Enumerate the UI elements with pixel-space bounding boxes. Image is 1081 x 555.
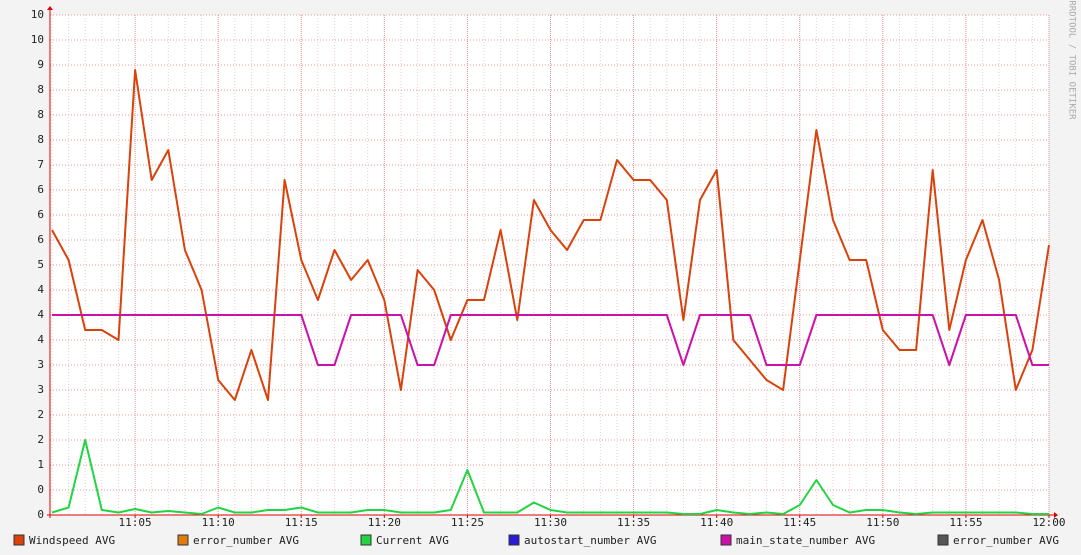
y-tick-label: 4 — [37, 283, 44, 296]
x-tick-label: 11:40 — [700, 516, 733, 529]
y-tick-label: 1 — [37, 458, 44, 471]
legend-swatch — [720, 534, 732, 546]
y-tick-label: 2 — [37, 433, 44, 446]
legend-swatch — [937, 534, 949, 546]
y-tick-label: 10 — [31, 33, 44, 46]
x-tick-label: 11:45 — [783, 516, 816, 529]
series-line — [51, 439, 1049, 515]
y-tick-label: 3 — [37, 383, 44, 396]
legend-label: error_number AVG — [953, 534, 1059, 547]
y-tick-label: 6 — [37, 183, 44, 196]
y-tick-label: 6 — [37, 233, 44, 246]
axis-arrow — [47, 6, 53, 10]
x-tick-label: 11:10 — [202, 516, 235, 529]
x-tick-label: 11:20 — [368, 516, 401, 529]
y-tick-label: 4 — [37, 308, 44, 321]
y-tick-label: 10 — [31, 8, 44, 21]
x-tick-label: 11:50 — [866, 516, 899, 529]
legend-label: error_number AVG — [193, 534, 299, 547]
y-tick-label: 4 — [37, 333, 44, 346]
axis-arrow — [1054, 512, 1058, 518]
legend-label: Windspeed AVG — [29, 534, 115, 547]
y-tick-label: 8 — [37, 83, 44, 96]
y-tick-label: 5 — [37, 258, 44, 271]
x-tick-label: 11:05 — [119, 516, 152, 529]
y-tick-label: 8 — [37, 133, 44, 146]
x-tick-label: 11:55 — [949, 516, 982, 529]
x-tick-label: 12:00 — [1032, 516, 1065, 529]
x-tick-label: 11:30 — [534, 516, 567, 529]
y-tick-label: 9 — [37, 58, 44, 71]
y-tick-label: 8 — [37, 108, 44, 121]
y-tick-label: 3 — [37, 358, 44, 371]
y-tick-label: 6 — [37, 208, 44, 221]
legend-label: main_state_number AVG — [736, 534, 875, 547]
x-tick-label: 11:15 — [285, 516, 318, 529]
x-tick-label: 11:25 — [451, 516, 484, 529]
x-tick-label: 11:35 — [617, 516, 650, 529]
series-line — [51, 69, 1050, 401]
legend-label: Current AVG — [376, 534, 449, 547]
y-tick-label: 0 — [37, 483, 44, 496]
y-tick-label: 7 — [37, 158, 44, 171]
legend-swatch — [508, 534, 520, 546]
legend-swatch — [360, 534, 372, 546]
legend-swatch — [13, 534, 25, 546]
legend-swatch — [177, 534, 189, 546]
y-tick-label: 0 — [37, 508, 44, 521]
y-tick-label: 2 — [37, 408, 44, 421]
watermark: RRDTOOL / TOBI OETIKER — [1067, 0, 1077, 120]
series-line — [52, 314, 1049, 366]
legend-label: autostart_number AVG — [524, 534, 656, 547]
